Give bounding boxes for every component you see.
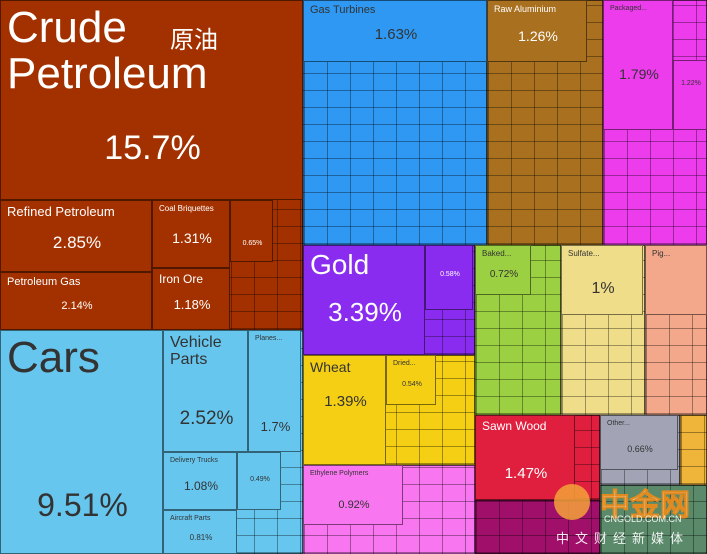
- cell-name: Delivery Trucks: [170, 457, 218, 464]
- cell-value: 1.22%: [681, 79, 701, 87]
- cell-name: Baked...: [482, 249, 512, 258]
- cell-value: 2.52%: [179, 407, 234, 429]
- treemap-cell: 0.49%: [237, 452, 281, 510]
- treemap-cell: 1.22%: [673, 60, 707, 130]
- cell-value: 1.39%: [324, 392, 367, 410]
- treemap-cell: Other... 0.66%: [600, 415, 678, 470]
- treemap-cell: Coal Briquettes 1.31%: [152, 200, 230, 268]
- cell-name: Vehicle Parts: [170, 334, 222, 368]
- cell-value: 3.39%: [328, 297, 402, 327]
- cell-name: Dried...: [393, 360, 416, 367]
- treemap-cell: Sawn Wood 1.47%: [475, 415, 575, 500]
- cell-name: Pig...: [652, 249, 671, 258]
- cell-name: Planes...: [255, 335, 283, 342]
- treemap-cell: Iron Ore 1.18%: [152, 268, 230, 330]
- cell-name: Wheat: [310, 359, 351, 375]
- cell-value: 0.58%: [440, 270, 460, 278]
- treemap-cell: Pig...: [645, 245, 707, 315]
- cell-name: Crude Petroleum: [7, 3, 208, 99]
- cell-value: 2.14%: [61, 299, 93, 312]
- watermark-slogan: 中文财经新媒体: [556, 531, 690, 546]
- group-region: [680, 415, 707, 485]
- cell-value: 0.54%: [402, 380, 422, 388]
- treemap-cell: Dried... 0.54%: [386, 355, 436, 405]
- treemap-cell: Aircraft Parts 0.81%: [163, 510, 237, 554]
- cell-name: Iron Ore: [159, 272, 204, 286]
- cell-value: 0.92%: [338, 498, 370, 511]
- cell-value: 1.26%: [518, 28, 558, 44]
- treemap-cell: 0.58%: [425, 245, 473, 310]
- treemap-cell: Raw Aluminium 1.26%: [487, 0, 587, 62]
- treemap-cell: Vehicle Parts 2.52%: [163, 330, 248, 452]
- watermark-logo: [554, 484, 590, 520]
- treemap-cell: Planes... 1.7%: [248, 330, 301, 452]
- cell-value: 15.7%: [104, 129, 201, 167]
- cell-name: Packaged...: [610, 5, 647, 12]
- cell-value: 1%: [591, 280, 615, 297]
- watermark-title: 中金网: [600, 489, 691, 523]
- watermark-url: CNGOLD.COM.CN: [604, 514, 682, 524]
- cell-value: 1.08%: [183, 479, 219, 493]
- cell-name: Petroleum Gas: [7, 276, 81, 288]
- cell-value: 0.65%: [242, 239, 263, 247]
- cell-value: 1.79%: [619, 66, 659, 82]
- treemap-cell: 0.65%: [230, 200, 273, 262]
- cell-name: Gold: [310, 249, 370, 280]
- cell-value: 0.49%: [250, 475, 270, 483]
- cell-name: Sawn Wood: [482, 419, 547, 433]
- cell-value: 1.63%: [374, 25, 418, 43]
- cell-value: 1.31%: [172, 230, 212, 246]
- cell-value: 0.81%: [189, 533, 213, 542]
- treemap-cell: Sulfate... 1%: [561, 245, 643, 315]
- cell-name: Refined Petroleum: [7, 204, 115, 219]
- cell-name: Cars: [7, 333, 100, 382]
- cell-name: Raw Aluminium: [494, 4, 557, 14]
- treemap-cell: Refined Petroleum 2.85%: [0, 200, 152, 272]
- cell-value: 1.47%: [504, 464, 548, 482]
- cell-value: 1.7%: [260, 418, 291, 434]
- cell-value: 1.18%: [173, 296, 211, 312]
- treemap-cell: Baked... 0.72%: [475, 245, 531, 295]
- treemap-cell: Packaged... 1.79%: [603, 0, 673, 130]
- cell-value: 0.66%: [627, 443, 653, 454]
- treemap-cell: Cars 9.51%: [0, 330, 163, 554]
- cell-name: Other...: [607, 420, 630, 427]
- cell-name: Sulfate...: [568, 249, 600, 258]
- cell-value: 2.85%: [52, 232, 102, 252]
- treemap-cell: Gold 3.39%: [303, 245, 425, 355]
- cell-name: Coal Briquettes: [159, 204, 214, 213]
- treemap-cell: Petroleum Gas 2.14%: [0, 272, 152, 330]
- treemap-cell: Delivery Trucks 1.08%: [163, 452, 237, 510]
- cell-name: Ethylene Polymers: [310, 470, 369, 477]
- treemap-cell: Ethylene Polymers 0.92%: [303, 465, 403, 525]
- cell-value: 0.72%: [489, 269, 519, 280]
- treemap-cell: Wheat 1.39%: [303, 355, 386, 465]
- cell-name: Aircraft Parts: [170, 515, 211, 522]
- chinese-label: 原油: [170, 27, 218, 54]
- treemap-cell: Crude Petroleum 15.7%: [0, 0, 303, 200]
- cell-value: 9.51%: [37, 487, 128, 523]
- treemap-cell: Gas Turbines 1.63%: [303, 0, 487, 62]
- group-region: [600, 485, 707, 554]
- cell-name: Gas Turbines: [310, 4, 376, 16]
